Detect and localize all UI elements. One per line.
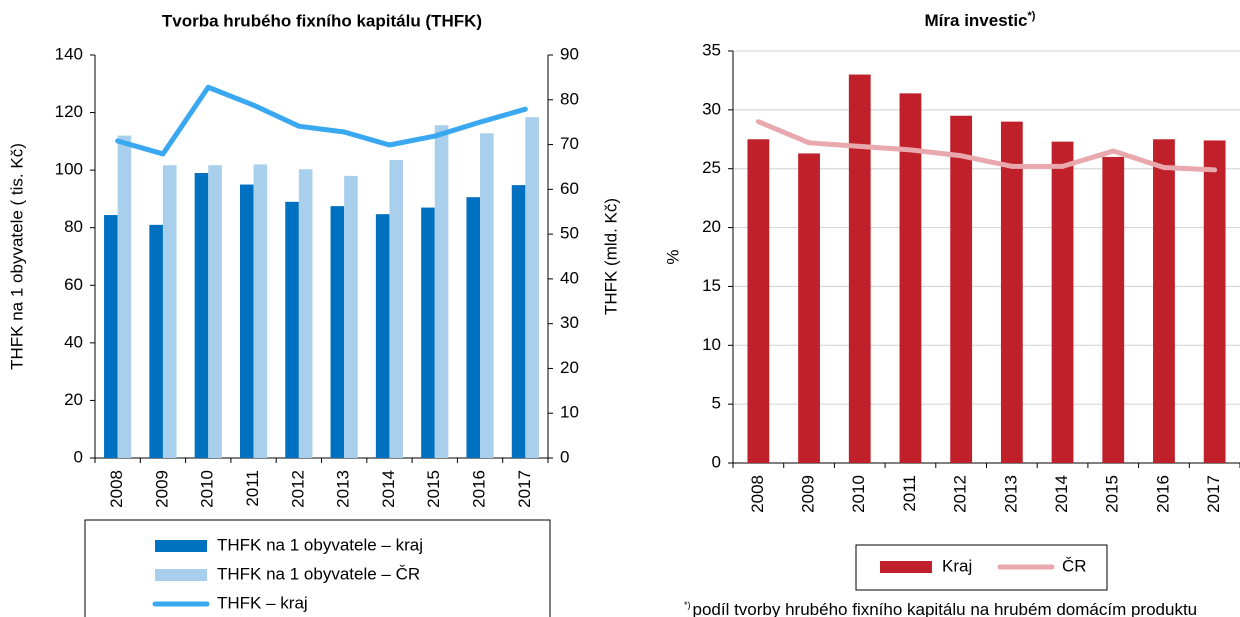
legend-label: ČR — [1062, 556, 1087, 575]
bar — [239, 184, 254, 459]
bar — [1051, 141, 1074, 463]
y-tick-label: 5 — [712, 394, 721, 413]
y-tick-label: 140 — [55, 44, 83, 63]
bar — [208, 165, 222, 459]
y-tick-label: 10 — [702, 335, 721, 354]
y-tick-label: 35 — [702, 40, 721, 59]
line — [115, 84, 528, 157]
x-tick-label: 2013 — [1001, 475, 1020, 513]
x-tick-label: 2012 — [288, 470, 307, 508]
bar — [950, 115, 973, 463]
x-tick-label: 2013 — [334, 470, 353, 508]
bar — [194, 173, 209, 458]
bar — [298, 169, 313, 458]
legend-swatch — [155, 569, 207, 581]
x-tick-label: 2014 — [379, 470, 398, 508]
legend-swatch — [155, 540, 207, 552]
bar — [253, 164, 268, 458]
x-tick-label: 2008 — [107, 470, 126, 508]
bar — [899, 93, 922, 464]
y2-tick-label: 40 — [560, 268, 579, 287]
x-tick-label: 2010 — [849, 475, 868, 513]
chart-title: Tvorba hrubého fixního kapitálu (THFK) — [162, 11, 482, 30]
x-tick-label: 2009 — [799, 475, 818, 513]
x-tick-label: 2014 — [1052, 475, 1071, 513]
title-superscript: *) — [1028, 10, 1036, 22]
bar — [848, 74, 871, 464]
y2-tick-label: 10 — [560, 403, 579, 422]
bar — [525, 117, 539, 459]
y2-tick-label: 20 — [560, 358, 579, 377]
y2-axis-label: THFK (mld. Kč) — [601, 198, 620, 315]
y2-tick-label: 0 — [560, 447, 569, 466]
footnote-text: podíl tvorby hrubého fixního kapitálu na… — [693, 600, 1198, 617]
y-axis-label: % — [663, 249, 682, 264]
x-tick-label: 2015 — [424, 470, 443, 508]
bar — [1000, 121, 1023, 463]
bar — [344, 175, 358, 458]
footnote-marker: *) — [684, 600, 691, 610]
bar — [104, 215, 118, 458]
bar — [480, 133, 494, 458]
y2-tick-label: 90 — [560, 44, 579, 63]
chart-title: Míra investic*) — [925, 10, 1036, 31]
x-tick-label: 2012 — [951, 475, 970, 513]
bar — [466, 197, 481, 459]
x-tick-label: 2011 — [900, 475, 919, 512]
legend-label: Kraj — [942, 556, 972, 575]
x-tick-label: 2010 — [198, 470, 217, 508]
legend-label: THFK – kraj — [217, 593, 308, 612]
chart-title: Míra investic — [925, 11, 1028, 30]
y-tick-label: 120 — [55, 102, 83, 121]
bar — [421, 207, 435, 458]
bar — [285, 201, 299, 459]
bar — [434, 125, 449, 458]
y-tick-label: 40 — [64, 332, 83, 351]
bar — [511, 185, 526, 458]
bar — [149, 224, 163, 458]
y-tick-label: 0 — [712, 452, 721, 471]
x-tick-label: 2017 — [515, 470, 534, 508]
y2-tick-label: 50 — [560, 224, 579, 243]
bar — [330, 206, 345, 458]
bar — [1203, 140, 1226, 463]
y-tick-label: 100 — [55, 160, 83, 179]
legend-box — [84, 519, 551, 617]
x-tick-label: 2017 — [1204, 475, 1223, 513]
bar — [117, 135, 132, 458]
y-axis-label: THFK na 1 obyvatele ( tis. Kč) — [7, 143, 26, 370]
y-tick-label: 30 — [702, 99, 721, 118]
bar — [389, 160, 404, 458]
y-tick-label: 20 — [702, 217, 721, 236]
x-tick-label: 2008 — [748, 475, 767, 513]
x-tick-label: 2011 — [243, 470, 262, 507]
y-tick-label: 25 — [702, 158, 721, 177]
y2-tick-label: 80 — [560, 89, 579, 108]
y2-tick-label: 70 — [560, 134, 579, 153]
bar — [162, 165, 177, 459]
y2-tick-label: 60 — [560, 179, 579, 198]
x-tick-label: 2009 — [152, 470, 171, 508]
y-tick-label: 20 — [64, 390, 83, 409]
line — [755, 119, 1218, 173]
bar — [1102, 156, 1125, 463]
y-tick-label: 15 — [702, 276, 721, 295]
y-tick-label: 0 — [74, 447, 83, 466]
x-tick-label: 2016 — [1153, 475, 1172, 513]
legend-label: THFK na 1 obyvatele – kraj — [217, 535, 423, 554]
x-tick-label: 2015 — [1103, 475, 1122, 513]
bar — [1153, 139, 1175, 464]
legend-swatch — [880, 561, 932, 573]
bar — [375, 214, 390, 458]
legend-label: THFK na 1 obyvatele – ČR — [217, 564, 420, 583]
y-tick-label: 80 — [64, 217, 83, 236]
y-tick-label: 60 — [64, 275, 83, 294]
footnote: *) podíl tvorby hrubého fixního kapitálu … — [684, 600, 1197, 617]
bar — [798, 153, 820, 463]
x-tick-label: 2016 — [470, 470, 489, 508]
bar — [747, 139, 770, 464]
y2-tick-label: 30 — [560, 313, 579, 332]
legend-box — [855, 544, 1108, 591]
